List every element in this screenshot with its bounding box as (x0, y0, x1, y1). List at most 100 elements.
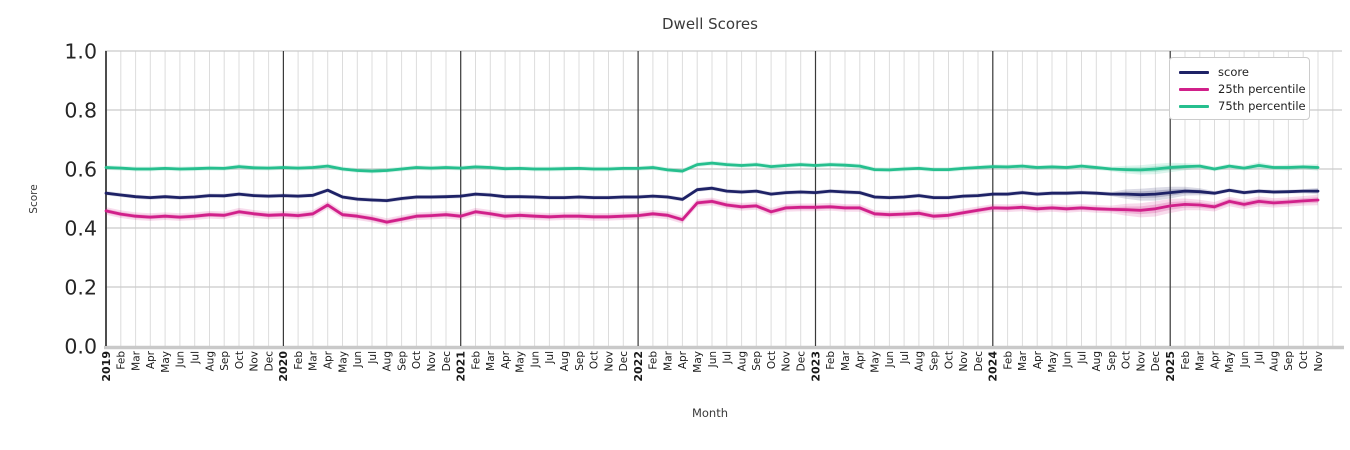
x-tick-label: Jul (544, 351, 556, 365)
x-tick-label: Aug (1269, 351, 1281, 372)
x-tick-label: 2022 (632, 351, 645, 382)
x-tick-label: Mar (130, 350, 142, 370)
x-tick-label: May (1047, 351, 1059, 373)
x-axis-label: Month (692, 406, 728, 420)
x-tick-label: Sep (751, 351, 763, 371)
x-tick-label: Sep (929, 351, 941, 371)
x-tick-label: May (1224, 351, 1236, 373)
legend-label-75th-percentile: 75th percentile (1218, 99, 1306, 113)
x-tick-label: Feb (1180, 351, 1192, 370)
y-tick-label: 0.2 (64, 276, 97, 300)
x-tick-label: Jul (1254, 351, 1266, 365)
y-tick-label: 0.4 (64, 217, 97, 241)
x-tick-label: Oct (589, 351, 601, 369)
x-tick-label: Feb (470, 351, 482, 370)
x-tick-label: Aug (736, 351, 748, 372)
x-tick-label: Dec (973, 351, 985, 372)
x-tick-label: Aug (559, 351, 571, 372)
x-tick-label: Nov (603, 351, 615, 372)
x-tick-label: Oct (943, 351, 955, 369)
x-tick-label: Nov (426, 351, 438, 372)
x-tick-label: Jun (884, 351, 896, 368)
x-tick-label: Apr (145, 350, 157, 369)
legend-item-75th-percentile: 75th percentile (1179, 99, 1306, 113)
x-tick-label: Jul (1076, 351, 1088, 365)
x-tick-label: Mar (1195, 350, 1207, 370)
x-tick-label: 2020 (277, 351, 290, 382)
y-tick-label: 0.6 (64, 158, 97, 182)
x-tick-label: Mar (663, 350, 675, 370)
x-tick-label: Oct (1121, 351, 1133, 369)
y-tick-label: 0.0 (64, 335, 97, 359)
legend-label-score: score (1218, 65, 1249, 79)
x-tick-label: Feb (825, 351, 837, 370)
x-tick-label: Apr (1032, 350, 1044, 369)
x-tick-label: Jun (175, 351, 187, 368)
x-tick-label: Mar (485, 350, 497, 370)
x-tick-label: Aug (382, 351, 394, 372)
x-tick-label: Nov (1135, 351, 1147, 372)
legend-label-25th-percentile: 25th percentile (1218, 82, 1306, 96)
x-tick-label: Nov (958, 351, 970, 372)
x-tick-label: Dec (1150, 351, 1162, 372)
x-tick-label: May (692, 351, 704, 373)
x-tick-label: 2023 (809, 351, 822, 382)
x-tick-label: Nov (249, 351, 261, 372)
x-tick-label: Jun (1239, 351, 1251, 368)
x-tick-label: Jun (529, 351, 541, 368)
x-tick-label: Nov (1313, 351, 1325, 372)
x-tick-label: Nov (781, 351, 793, 372)
x-tick-label: Jun (1062, 351, 1074, 368)
x-tick-label: Mar (308, 350, 320, 370)
y-tick-label: 1.0 (64, 40, 97, 64)
x-tick-label: Sep (1283, 351, 1295, 371)
x-tick-label: Aug (914, 351, 926, 372)
series-line (104, 198, 1320, 224)
x-tick-label: Dec (263, 351, 275, 372)
x-tick-label: Feb (293, 351, 305, 370)
x-tick-label: Sep (574, 351, 586, 371)
x-tick-label: Oct (766, 351, 778, 369)
x-tick-label: Jul (367, 351, 379, 365)
x-tick-label: Oct (411, 351, 423, 369)
x-tick-label: Mar (1017, 350, 1029, 370)
x-tick-label: Feb (1002, 351, 1014, 370)
x-tick-label: Apr (855, 350, 867, 369)
x-tick-label: Apr (500, 350, 512, 369)
x-tick-label: 2021 (455, 351, 468, 382)
legend-item-score: score (1179, 65, 1300, 79)
x-tick-label: Apr (677, 350, 689, 369)
y-tick-label: 0.8 (64, 99, 97, 123)
legend-item-25th-percentile: 25th percentile (1179, 82, 1306, 96)
x-tick-label: May (160, 351, 172, 373)
x-tick-label: Dec (441, 351, 453, 372)
x-tick-label: Aug (1091, 351, 1103, 372)
x-tick-label: Jun (707, 351, 719, 368)
x-tick-label: Oct (1298, 351, 1310, 369)
x-tick-label: Sep (219, 351, 231, 371)
x-tick-label: Dec (618, 351, 630, 372)
x-tick-label: Jul (722, 351, 734, 365)
x-tick-label: Aug (204, 351, 216, 372)
series-line (104, 161, 1320, 173)
series-band (106, 160, 1318, 175)
legend: score 25th percentile 75th percentile (1169, 57, 1310, 120)
x-tick-label: 2019 (100, 351, 113, 382)
x-tick-label: May (869, 351, 881, 373)
score-line-swatch (1179, 70, 1209, 74)
x-tick-label: Jul (899, 351, 911, 365)
x-tick-label: Dec (796, 351, 808, 372)
x-tick-label: Mar (840, 350, 852, 370)
x-tick-label: Oct (234, 351, 246, 369)
x-tick-label: May (337, 351, 349, 373)
series-line (104, 186, 1320, 202)
x-tick-label: May (515, 351, 527, 373)
x-tick-label: Sep (1106, 351, 1118, 371)
x-tick-label: 2024 (987, 351, 1000, 382)
x-tick-label: Apr (323, 350, 335, 369)
x-tick-label: Feb (116, 351, 128, 370)
x-tick-label: Jul (190, 351, 202, 365)
x-tick-label: 2025 (1164, 351, 1177, 382)
